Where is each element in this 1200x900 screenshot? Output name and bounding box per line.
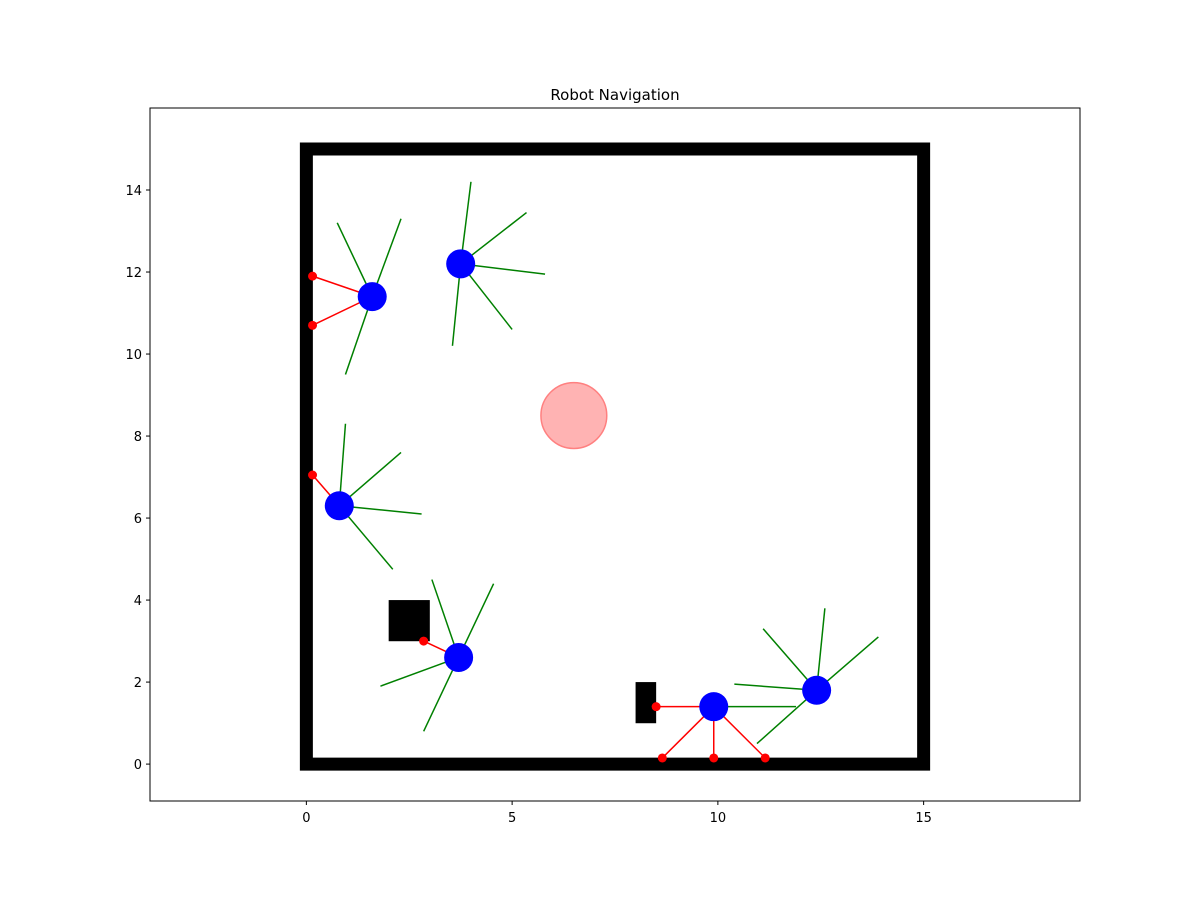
robot-group-3	[380, 579, 495, 732]
sensor-hit-point-4-0	[651, 702, 661, 712]
y-tick-label-8: 8	[134, 430, 142, 445]
y-tick-label-10: 10	[125, 348, 142, 363]
obstacle-1	[635, 682, 657, 724]
robot-1	[446, 249, 476, 279]
robot-3	[444, 642, 474, 672]
obstacle-0	[388, 600, 430, 642]
x-tick-label-10: 10	[710, 811, 727, 826]
sensor-hit-point-4-3	[760, 753, 770, 763]
y-tick-label-4: 4	[134, 594, 142, 609]
plot-area	[299, 142, 931, 771]
axes-frame	[149, 107, 1081, 802]
goal-region	[540, 381, 608, 450]
robot-4	[699, 692, 729, 722]
axis-ticks: 0 5 10 15 0 2 4 6 8 10 12 14	[125, 184, 931, 826]
y-tick-label-2: 2	[134, 676, 142, 691]
y-tick-label-14: 14	[125, 184, 142, 199]
robot-group-1	[446, 181, 546, 346]
wall-boundary-0	[299, 142, 931, 771]
x-tick-label-5: 5	[508, 811, 516, 826]
sensor-hit-point-4-2	[709, 753, 719, 763]
sensor-hit-point-2-0	[308, 470, 318, 480]
y-tick-label-6: 6	[134, 512, 142, 527]
robot-0	[357, 282, 387, 312]
sensor-hit-point-0-1	[308, 320, 318, 330]
y-tick-label-0: 0	[134, 758, 142, 773]
sensor-hit-point-4-1	[657, 753, 667, 763]
robot-2	[324, 491, 354, 521]
robot-group-2	[308, 423, 422, 570]
robot-group-5	[734, 608, 879, 745]
sensor-hit-point-0-0	[308, 271, 318, 281]
x-tick-label-0: 0	[302, 811, 310, 826]
chart-title: Robot Navigation	[550, 86, 679, 104]
x-tick-label-15: 15	[915, 811, 932, 826]
robot-5	[802, 675, 832, 705]
robot-group-4	[651, 692, 797, 763]
y-tick-label-12: 12	[125, 266, 142, 281]
robot-group-0	[308, 218, 402, 375]
sensor-hit-point-3-0	[419, 636, 429, 646]
